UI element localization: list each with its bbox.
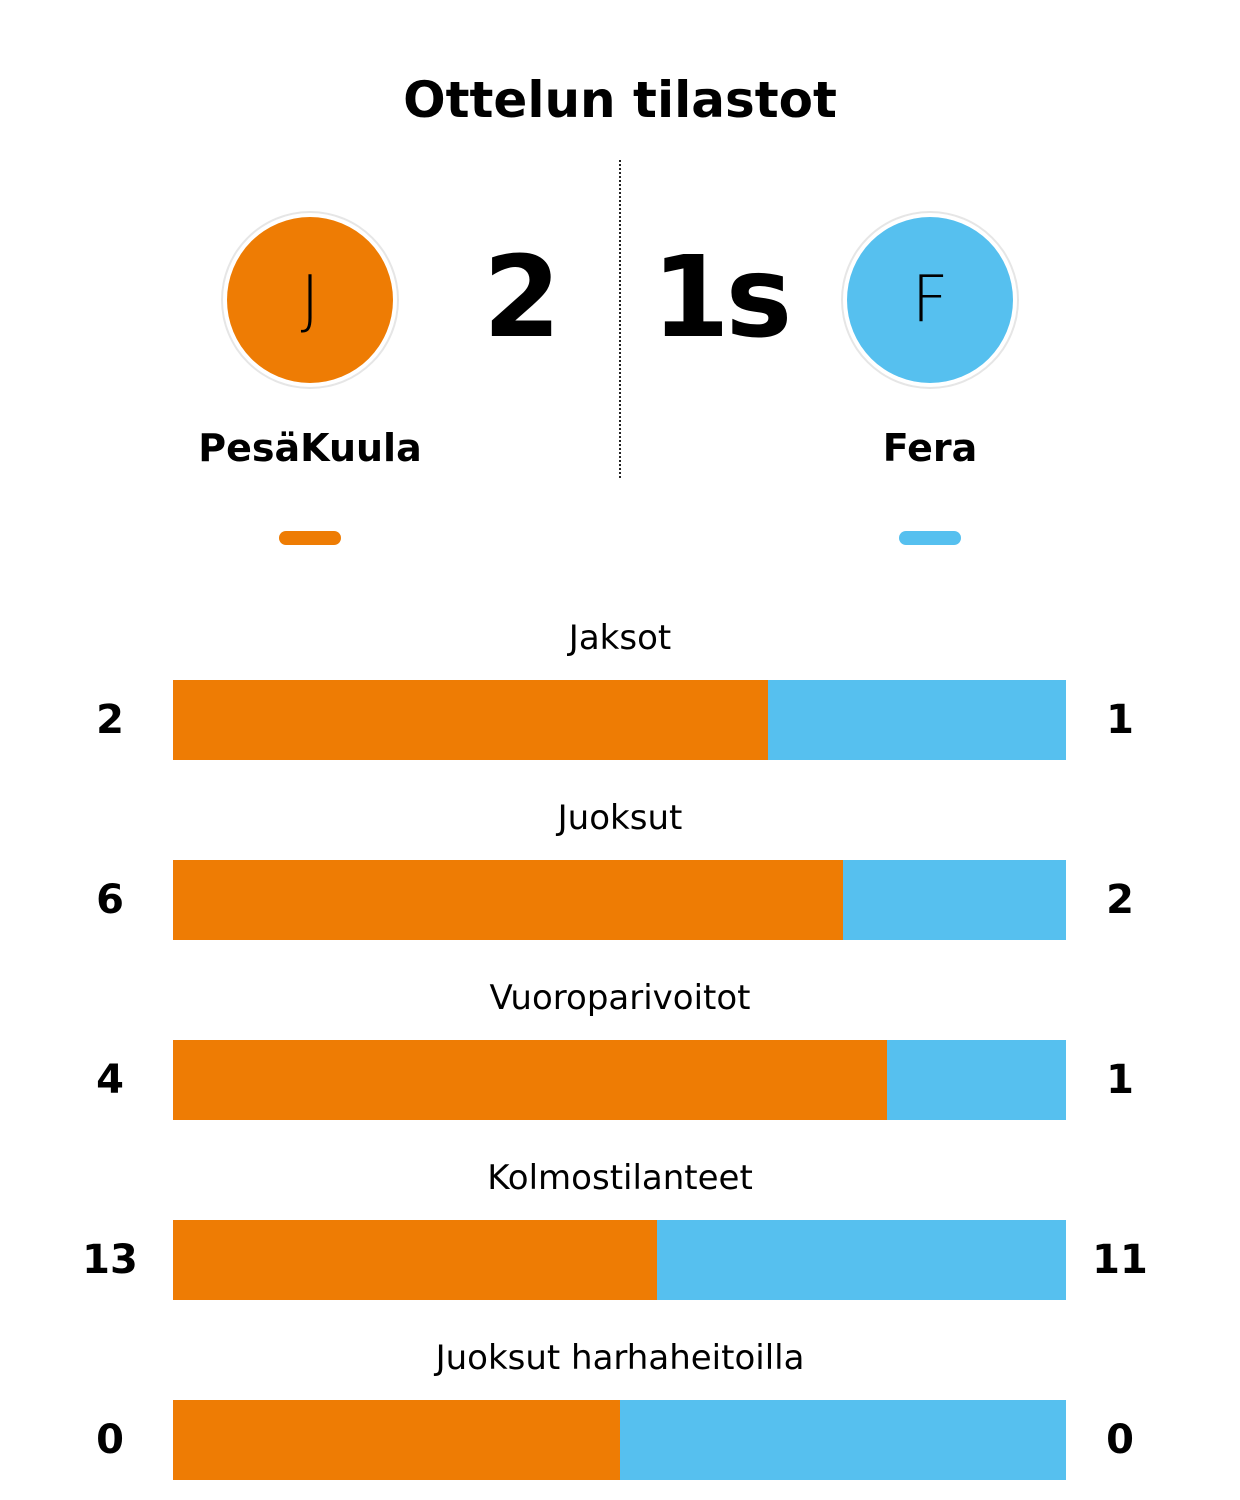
stat-bar: [173, 1040, 1066, 1120]
score-divider: [619, 160, 621, 478]
away-stat-value: 0: [1106, 1417, 1134, 1463]
home-bar-segment: [173, 1220, 657, 1300]
away-legend-swatch: [899, 531, 961, 545]
away-stat-value: 1: [1106, 1057, 1134, 1103]
stat-bar: [173, 1400, 1066, 1480]
away-stat-value: 1: [1106, 697, 1134, 743]
away-team-name: Fera: [882, 426, 978, 470]
stat-label: Jaksot: [568, 618, 672, 658]
away-stat-value: 2: [1106, 877, 1134, 923]
away-stat-value: 11: [1092, 1237, 1148, 1283]
away-bar-segment: [619, 1400, 1066, 1480]
home-bar-segment: [173, 860, 843, 940]
home-stat-value: 0: [96, 1417, 124, 1463]
away-bar-segment: [768, 680, 1066, 760]
home-bar-segment: [173, 1400, 620, 1480]
stat-label: Juoksut: [557, 798, 683, 838]
stat-bar: [173, 860, 1066, 940]
away-logo-letter: F: [911, 263, 949, 337]
home-bar-segment: [173, 680, 769, 760]
home-score: 2: [483, 233, 561, 363]
stat-label: Juoksut harhaheitoilla: [435, 1338, 805, 1378]
home-team-name: PesäKuula: [198, 426, 422, 470]
stat-label: Kolmostilanteet: [487, 1158, 753, 1198]
away-score: 1s: [651, 233, 793, 363]
home-stat-value: 4: [96, 1057, 124, 1103]
home-team-logo: J: [227, 217, 393, 383]
home-stat-value: 6: [96, 877, 124, 923]
away-bar-segment: [842, 860, 1066, 940]
away-team-logo: F: [847, 217, 1013, 383]
home-logo-letter: J: [300, 263, 320, 337]
home-legend-swatch: [279, 531, 341, 545]
away-bar-segment: [656, 1220, 1066, 1300]
stat-label: Vuoroparivoitot: [489, 978, 751, 1018]
home-stat-value: 2: [96, 697, 124, 743]
stat-bar: [173, 1220, 1066, 1300]
home-stat-value: 13: [82, 1237, 138, 1283]
stat-bar: [173, 680, 1066, 760]
away-bar-segment: [887, 1040, 1066, 1120]
page-title: Ottelun tilastot: [403, 71, 837, 129]
home-bar-segment: [173, 1040, 888, 1120]
